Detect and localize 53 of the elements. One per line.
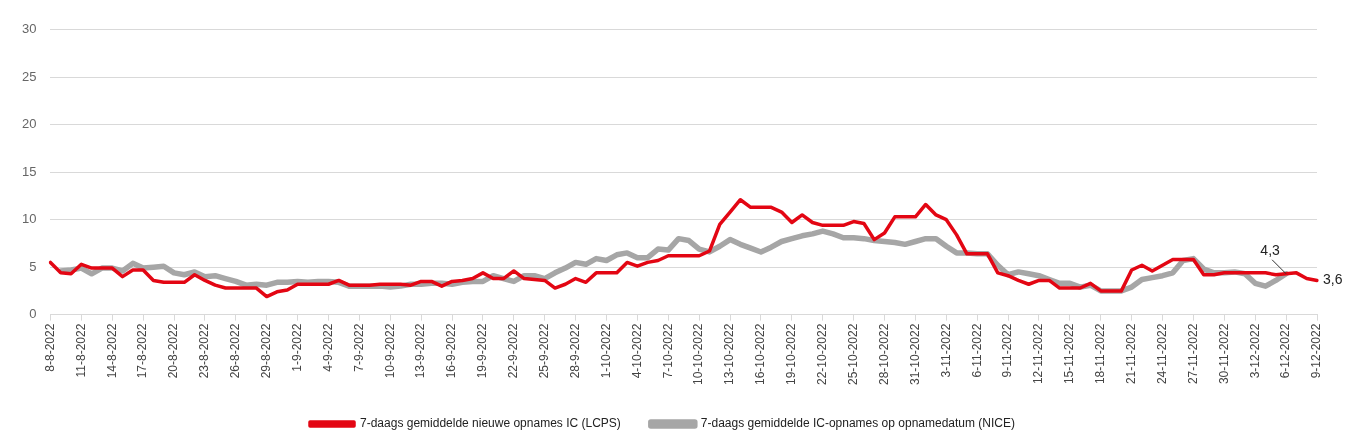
x-tick-label: 3-12-2022 (1247, 323, 1262, 379)
x-tick-label: 6-12-2022 (1278, 323, 1293, 379)
legend-label: 7-daags gemiddelde IC-opnames op opnamedatum (NICE) (700, 416, 1015, 431)
x-tick-label: 25-10-2022 (845, 323, 860, 386)
x-tick-label: 31-10-2022 (907, 323, 922, 386)
y-tick-label: 20 (21, 116, 37, 132)
x-tick-label: 26-8-2022 (228, 323, 243, 379)
x-tick-label: 9-11-2022 (1000, 323, 1015, 378)
x-tick-label: 1-10-2022 (598, 323, 613, 379)
x-tick-label: 8-8-2022 (42, 323, 57, 372)
x-tick-label: 7-10-2022 (660, 323, 675, 379)
y-tick-label: 10 (21, 211, 37, 227)
x-tick-label: 28-10-2022 (876, 323, 891, 386)
x-tick-label: 22-9-2022 (506, 323, 521, 379)
y-tick-label: 15 (21, 163, 37, 179)
x-tick-label: 24-11-2022 (1154, 323, 1169, 385)
x-tick-label: 7-9-2022 (351, 323, 366, 372)
y-tick-label: 0 (29, 306, 37, 322)
x-tick-label: 21-11-2022 (1123, 323, 1138, 385)
x-tick-label: 16-9-2022 (444, 323, 459, 379)
x-tick-label: 15-11-2022 (1062, 323, 1077, 385)
legend-label: 7-daags gemiddelde nieuwe opnames IC (LCPS) (360, 416, 621, 431)
x-tick-label: 12-11-2022 (1031, 323, 1046, 385)
x-tick-label: 29-8-2022 (259, 323, 274, 379)
x-tick-label: 16-10-2022 (753, 323, 768, 386)
x-tick-label: 22-10-2022 (815, 323, 830, 386)
x-tick-label: 18-11-2022 (1093, 323, 1108, 385)
x-tick-label: 27-11-2022 (1185, 323, 1200, 385)
x-tick-label: 13-9-2022 (413, 323, 428, 379)
x-tick-label: 4-9-2022 (320, 323, 335, 372)
annotation: 4,3 (1260, 241, 1281, 258)
x-tick-label: 3-11-2022 (938, 323, 953, 378)
x-tick-label: 1-9-2022 (289, 323, 304, 372)
x-tick-label: 23-8-2022 (197, 323, 212, 379)
x-tick-label: 9-12-2022 (1309, 323, 1324, 379)
x-tick-label: 19-9-2022 (475, 323, 490, 379)
x-tick-label: 17-8-2022 (135, 323, 150, 379)
x-tick-label: 4-10-2022 (629, 323, 644, 379)
y-tick-label: 5 (29, 258, 37, 274)
y-tick-label: 25 (21, 68, 37, 84)
x-tick-label: 6-11-2022 (969, 323, 984, 378)
x-tick-label: 14-8-2022 (104, 323, 119, 379)
x-tick-label: 25-9-2022 (537, 323, 552, 379)
y-tick-label: 30 (21, 21, 37, 37)
x-tick-label: 11-8-2022 (73, 323, 88, 378)
x-tick-label: 20-8-2022 (166, 323, 181, 379)
x-tick-label: 10-10-2022 (691, 323, 706, 386)
x-tick-label: 10-9-2022 (382, 323, 397, 379)
x-tick-label: 28-9-2022 (567, 323, 582, 379)
annotation: 3,6 (1323, 271, 1343, 288)
x-tick-label: 19-10-2022 (784, 323, 799, 386)
x-tick-label: 30-11-2022 (1216, 323, 1231, 385)
x-tick-label: 13-10-2022 (722, 323, 737, 386)
